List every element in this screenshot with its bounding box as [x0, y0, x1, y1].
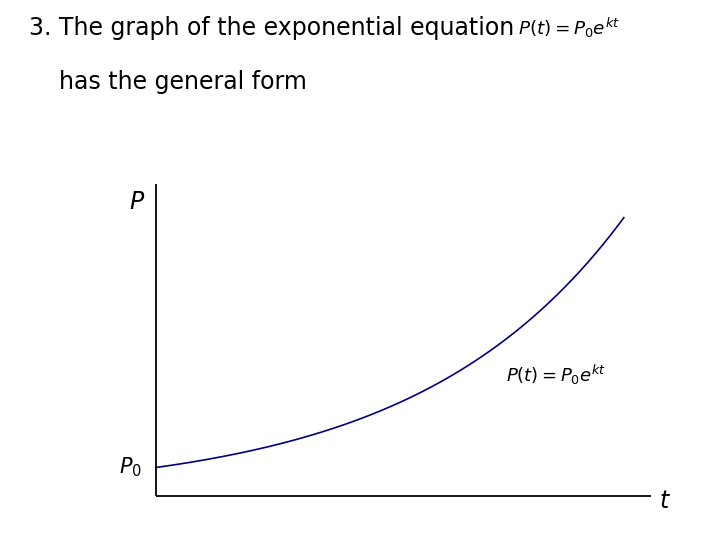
Text: $P$: $P$ [129, 191, 145, 214]
Text: $P(t) = P_0e^{kt}$: $P(t) = P_0e^{kt}$ [506, 363, 606, 388]
Text: has the general form: has the general form [29, 70, 307, 94]
Text: $P_0$: $P_0$ [120, 456, 143, 480]
Text: 3. The graph of the exponential equation: 3. The graph of the exponential equation [29, 16, 521, 40]
Text: $t$: $t$ [659, 489, 670, 514]
Text: $P(t) = P_0e^{kt}$: $P(t) = P_0e^{kt}$ [518, 16, 621, 40]
